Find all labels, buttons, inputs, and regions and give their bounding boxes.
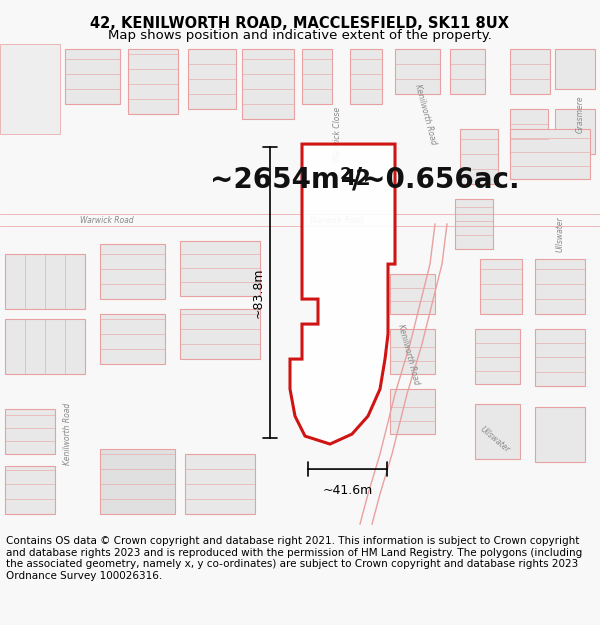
- Bar: [5, 254, 85, 309]
- Bar: [180, 309, 260, 359]
- Text: ~41.6m: ~41.6m: [322, 484, 373, 497]
- Bar: [188, 49, 236, 109]
- Text: Warwick Road: Warwick Road: [80, 216, 134, 224]
- Bar: [475, 329, 520, 384]
- Bar: [390, 329, 435, 374]
- Bar: [390, 274, 435, 314]
- Bar: [535, 407, 585, 462]
- Text: Contains OS data © Crown copyright and database right 2021. This information is : Contains OS data © Crown copyright and d…: [6, 536, 582, 581]
- Text: 42: 42: [340, 169, 370, 189]
- Bar: [510, 129, 590, 179]
- Text: Grasmere: Grasmere: [575, 95, 584, 133]
- Bar: [180, 241, 260, 296]
- Bar: [302, 49, 332, 104]
- Bar: [395, 49, 440, 94]
- Bar: [510, 49, 550, 94]
- Bar: [65, 49, 120, 104]
- Bar: [100, 244, 165, 299]
- Bar: [5, 319, 85, 374]
- Text: 42, KENILWORTH ROAD, MACCLESFIELD, SK11 8UX: 42, KENILWORTH ROAD, MACCLESFIELD, SK11 …: [91, 16, 509, 31]
- Text: ~2654m²/~0.656ac.: ~2654m²/~0.656ac.: [210, 165, 520, 193]
- Bar: [480, 259, 522, 314]
- Bar: [475, 404, 520, 459]
- Text: Ullswater: Ullswater: [478, 424, 512, 454]
- Text: Ullswater: Ullswater: [556, 216, 565, 252]
- Polygon shape: [0, 44, 60, 134]
- Bar: [242, 49, 294, 119]
- Bar: [5, 466, 55, 514]
- Text: Warwick Close: Warwick Close: [334, 106, 343, 162]
- Bar: [455, 199, 493, 249]
- Text: Warwick Road: Warwick Road: [310, 216, 364, 224]
- Bar: [185, 454, 255, 514]
- Polygon shape: [290, 144, 395, 444]
- Bar: [350, 49, 382, 104]
- Bar: [450, 49, 485, 94]
- Bar: [128, 49, 178, 114]
- Bar: [535, 259, 585, 314]
- Text: Kenilworth Road: Kenilworth Road: [413, 83, 437, 145]
- Bar: [555, 109, 595, 154]
- Bar: [555, 49, 595, 89]
- Text: ~83.8m: ~83.8m: [252, 268, 265, 318]
- Bar: [5, 409, 55, 454]
- Bar: [100, 449, 175, 514]
- Text: Kenilworth Road: Kenilworth Road: [395, 323, 421, 385]
- Bar: [390, 389, 435, 434]
- Text: Kenilworth Road: Kenilworth Road: [64, 403, 73, 465]
- Bar: [100, 314, 165, 364]
- Bar: [510, 109, 548, 154]
- Text: Map shows position and indicative extent of the property.: Map shows position and indicative extent…: [108, 29, 492, 42]
- Bar: [460, 129, 498, 184]
- Bar: [535, 329, 585, 386]
